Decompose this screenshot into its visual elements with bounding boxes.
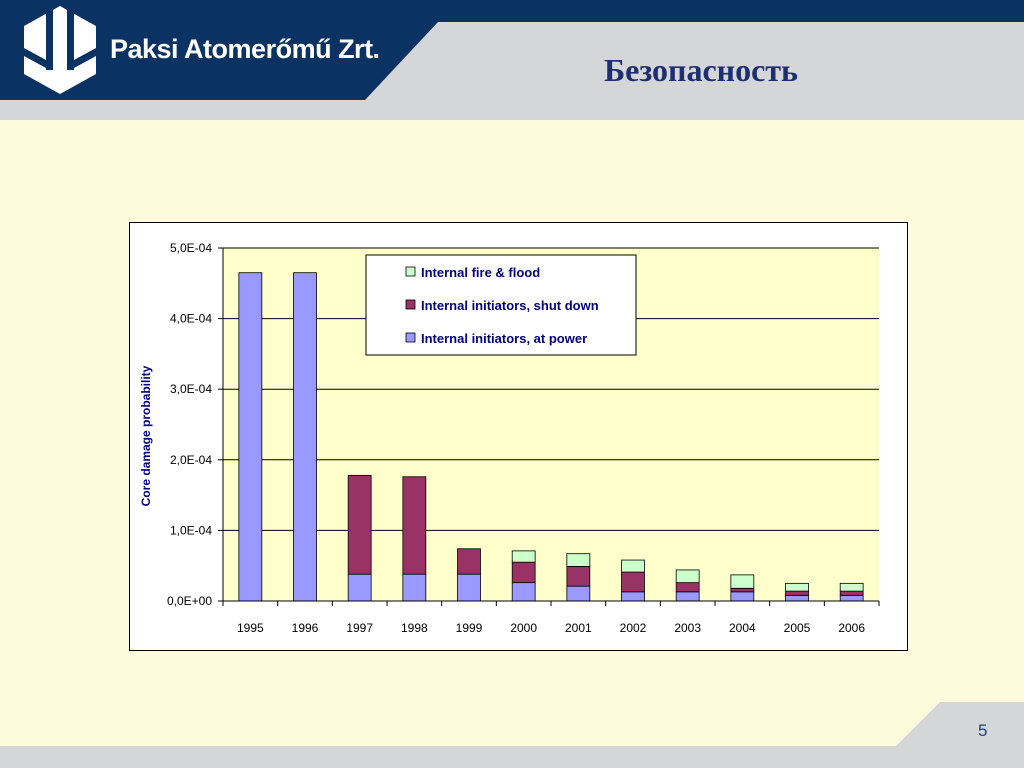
bar-segment [785,590,809,596]
bar-segment [402,476,427,575]
x-tick-label: 1998 [401,621,428,635]
x-tick-label: 2004 [729,621,756,635]
y-tick-labels: 0,0E+00 1,0E-04 2,0E-04 3,0E-04 4,0E-04 5,0E-… [167,241,223,608]
x-tick-label: 1995 [237,621,264,635]
x-tick-label: 2000 [510,621,537,635]
x-tick-label: 1996 [292,621,319,635]
x-tick-label: 2003 [674,621,701,635]
bar-segment [675,582,700,593]
bar-segment [457,548,481,575]
bars [238,272,864,602]
bar-segment [566,566,591,587]
x-tick-label: 2005 [784,621,811,635]
bar-segment [347,573,372,602]
legend-entry: Internal initiators, shut down [421,298,599,313]
bar-segment [785,582,809,592]
bar-segment [839,590,864,596]
slide-title: Безопасность [604,52,798,88]
company-logo-icon [24,6,96,94]
x-tick-label: 2006 [838,621,865,635]
x-tick-label: 2001 [565,621,592,635]
header-banner [0,0,1024,120]
y-tick-label: 4,0E-04 [170,312,212,326]
bar-segment [511,550,536,563]
x-tick-label: 1999 [456,621,483,635]
bar-segment [675,569,700,584]
bar-segment [347,474,372,575]
bar-segment [511,582,536,602]
legend-swatch [405,299,416,310]
page-number: 5 [978,721,988,740]
bar-segment [730,587,755,593]
y-tick-label: 1,0E-04 [170,523,212,537]
bar-segment [566,585,591,602]
legend-entry: Internal fire & flood [421,265,540,280]
bar-segment [621,591,645,602]
y-tick-label: 5,0E-04 [170,241,212,255]
bar-segment [293,272,317,602]
gridlines [223,247,879,531]
bar-segment [839,582,864,592]
legend: Internal fire & flood Internal initiators… [365,254,637,356]
x-tick-labels: 1995 1996 1997 1998 1999 2000 2001 2002 2003 2004… [222,601,880,635]
bar-segment [730,574,755,589]
x-tick-label: 2002 [620,621,647,635]
bar-segment [566,553,591,567]
bar-segment [402,573,427,602]
bar-segment [730,591,755,602]
x-tick-label: 1997 [346,621,373,635]
y-tick-label: 2,0E-04 [170,453,212,467]
footer-band [0,702,1024,768]
bar-segment [511,561,536,584]
bar-segment [457,573,481,602]
bar-segment [675,591,700,602]
bar-segment [238,272,263,602]
bar-segment [839,594,864,602]
header-navy-band [0,0,1024,100]
y-axis-label: Core damage probability [139,365,153,506]
y-tick-label: 0,0E+00 [167,594,212,608]
legend-swatch [405,266,416,277]
legend-swatch [405,332,416,343]
company-name: Paksi Atomerőmű Zrt. [110,34,380,64]
y-tick-label: 3,0E-04 [170,382,212,396]
bar-segment [621,559,645,573]
bar-segment [785,594,809,602]
legend-entry: Internal initiators, at power [421,331,587,346]
bar-segment [621,571,645,593]
